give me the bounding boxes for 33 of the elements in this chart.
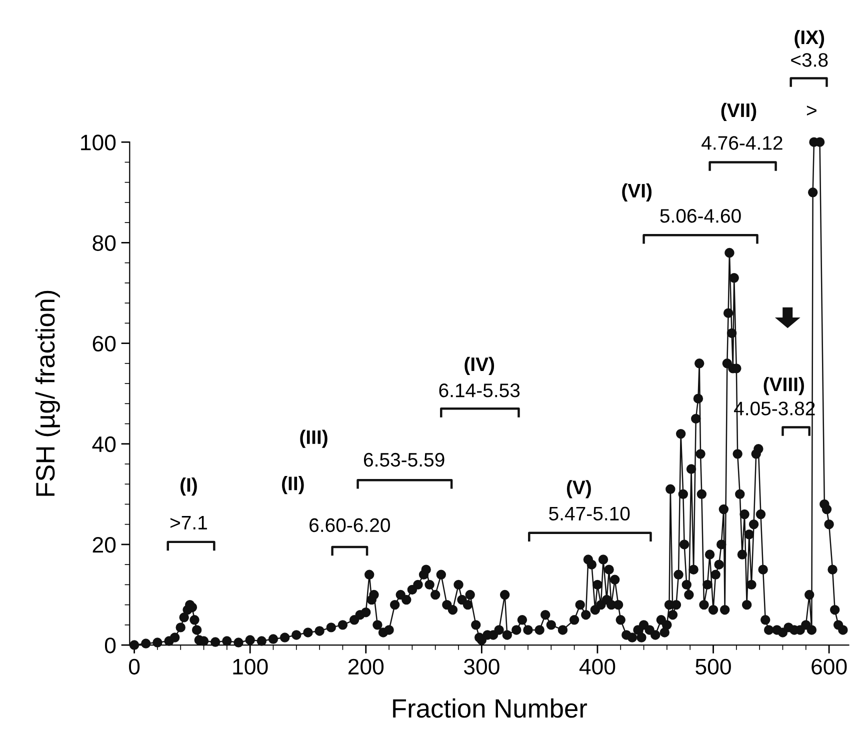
x-tick-label: 200 xyxy=(348,658,384,675)
y-tick-label: 40 xyxy=(92,436,116,452)
text: > xyxy=(806,106,816,116)
annotation: (VIII) xyxy=(764,376,804,396)
y-tick-label: 20 xyxy=(92,536,116,553)
annotation: 6.53-5.59 xyxy=(364,452,444,467)
annotation: 5.47-5.10 xyxy=(549,506,630,521)
text: (VII) xyxy=(721,102,756,121)
annotation: (I) xyxy=(180,478,197,496)
annotation: >7.1 xyxy=(170,516,207,530)
annotation: (V) xyxy=(566,480,591,498)
annotation: 5.06-4.60 xyxy=(660,208,741,223)
annotation: 6.14-5.53 xyxy=(439,384,520,398)
x-tick-label: 0 xyxy=(128,658,140,675)
x-tick-label: 300 xyxy=(464,658,500,675)
y-tick-label: 100 xyxy=(81,134,116,150)
x-tick-label: 500 xyxy=(696,658,731,675)
y-tick-label: 80 xyxy=(92,235,116,251)
text: (IX) xyxy=(794,30,824,48)
annotation: 4.76-4.12 xyxy=(702,136,782,150)
annotation: (II) xyxy=(282,476,304,494)
annotation: 6.60-6.20 xyxy=(310,518,390,532)
annotation: (VI) xyxy=(622,183,652,202)
x-axis-title: Fraction Number xyxy=(393,698,588,718)
x-tick-label: 100 xyxy=(233,658,268,675)
y-axis-title: FSH (µg/ fraction) xyxy=(35,290,60,496)
y-tick-label: 0 xyxy=(104,638,116,654)
annotation: (III) xyxy=(300,430,328,448)
annotation: (IV) xyxy=(464,356,494,375)
y-tick-label: 60 xyxy=(92,336,116,352)
x-tick-label: 600 xyxy=(812,658,847,675)
text: <3.8 xyxy=(791,53,828,67)
x-tick-label: 400 xyxy=(579,658,616,675)
